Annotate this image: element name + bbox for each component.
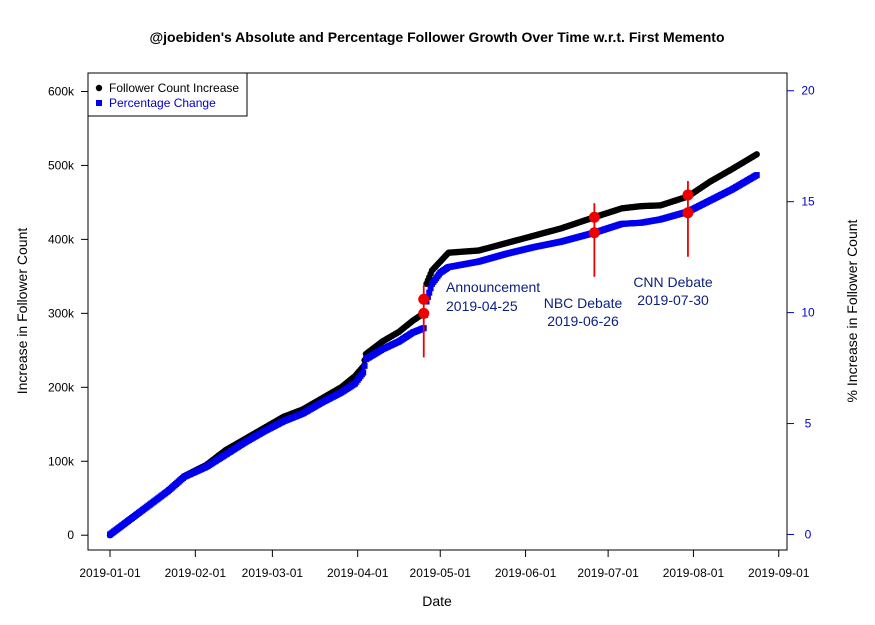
x-axis-title: Date [422,593,452,609]
x-tick-label-2019-07-01: 2019-07-01 [577,566,639,580]
percentage-point-2019-04-27-232 [426,289,433,296]
y-tick-label-500k: 500k [48,158,75,172]
event-marker-pct-2019-04-25 [418,293,430,305]
x-tick-label-2019-08-01: 2019-08-01 [663,566,725,580]
x-tick-label-2019-06-01: 2019-06-01 [495,566,557,580]
plot-frame [87,72,788,551]
percentage-point-2019-04-03-184 [360,369,367,376]
annotation-cnn-debate-label: CNN Debate [633,274,713,290]
x-tick-label-2019-04-01: 2019-04-01 [327,566,389,580]
annotation-cnn-debate-date: 2019-07-30 [637,292,709,308]
x-tick-label-2019-02-01: 2019-02-01 [165,566,227,580]
series-percentage-change [107,172,760,538]
y-axis-right: 0 5 10 15 20 [787,84,815,541]
y-right-tick-label-15: 15 [801,195,815,209]
y-right-tick-label-20: 20 [801,84,815,98]
event-marker-abs-2019-07-30 [682,189,694,201]
event-labels: Announcement 2019-04-25 NBC Debate 2019-… [446,274,713,329]
y-axis-title: Increase in Follower Count [14,228,30,395]
event-markers [418,181,694,358]
y-tick-label-600k: 600k [48,84,75,98]
annotation-nbc-debate-date: 2019-06-26 [547,313,619,329]
annotation-announcement-label: Announcement [446,279,540,295]
x-tick-label-2019-01-01: 2019-01-01 [79,566,141,580]
legend: Follower Count Increase Percentage Chang… [87,72,248,117]
x-axis: 2019-01-01 2019-02-01 2019-03-01 2019-04-01… [79,549,810,580]
y-axis-right-title: % Increase in Follower Count [844,219,860,402]
y-right-tick-label-0: 0 [805,527,812,541]
legend-marker-percentage [96,100,102,106]
legend-label-follower-count: Follower Count Increase [109,81,239,95]
x-tick-label-2019-03-01: 2019-03-01 [242,566,304,580]
series-follower-count [106,151,760,539]
legend-label-percentage: Percentage Change [109,96,216,110]
percentage-point-2019-08-24-470 [753,172,760,179]
x-tick-label-2019-09-01: 2019-09-01 [748,566,810,580]
y-tick-label-0: 0 [67,528,74,542]
event-marker-pct-2019-07-30 [682,207,694,219]
y-right-tick-label-5: 5 [805,417,812,431]
series-layer [106,151,760,539]
y-tick-label-300k: 300k [48,306,75,320]
y-tick-label-400k: 400k [48,232,75,246]
y-axis-left: 0 100k 200k 300k 400k 500k 600k [48,84,89,542]
event-marker-abs-2019-04-25 [418,307,430,319]
x-tick-label-2019-05-01: 2019-05-01 [410,566,472,580]
percentage-point-2019-04-27-233 [427,285,434,292]
percentage-point-2019-04-03-185 [361,362,368,369]
y-tick-label-100k: 100k [48,454,75,468]
y-right-tick-label-10: 10 [801,306,815,320]
y-tick-label-200k: 200k [48,380,75,394]
event-marker-pct-2019-06-26 [588,227,600,239]
follower-point-2019-08-24-470 [753,151,760,158]
legend-box [87,72,248,117]
chart-title: @joebiden's Absolute and Percentage Foll… [149,29,724,45]
legend-marker-follower-count [95,84,103,92]
annotation-announcement-date: 2019-04-25 [446,298,518,314]
event-marker-abs-2019-06-26 [588,211,600,223]
annotation-nbc-debate-label: NBC Debate [544,295,623,311]
